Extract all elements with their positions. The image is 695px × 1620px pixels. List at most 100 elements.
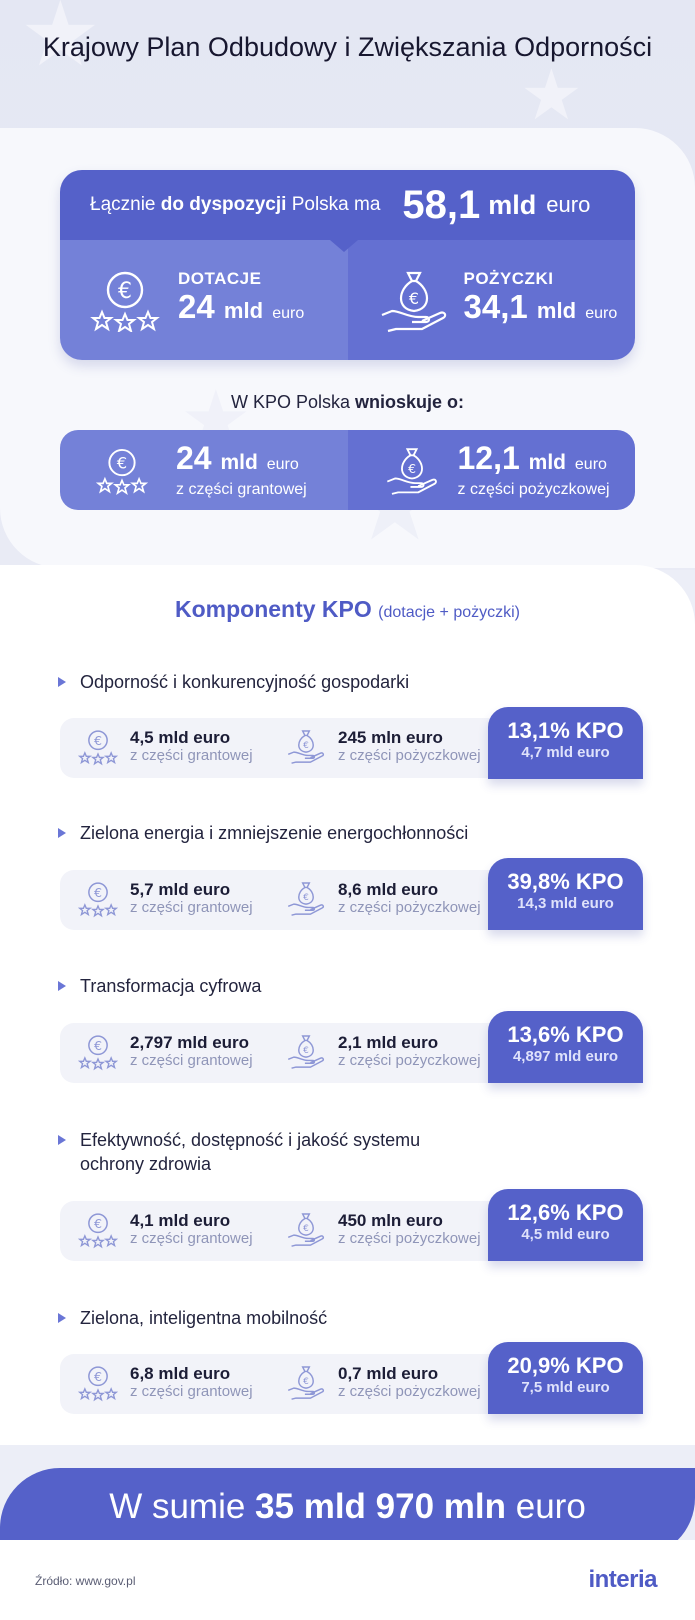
- request-loan-number: 12,1: [457, 439, 520, 476]
- svg-text:€: €: [117, 454, 127, 473]
- bullet-triangle-icon: [58, 1313, 66, 1323]
- component-kpo-box: 20,9% KPO 7,5 mld euro: [488, 1342, 643, 1414]
- money-bag-hand-icon: €: [287, 1213, 325, 1247]
- component-loan-value: 245 mln euro: [338, 728, 443, 747]
- component-loan-value: 450 mln euro: [338, 1211, 443, 1230]
- component-grant: € 2,797 mld euro z części grantowej: [78, 1031, 253, 1071]
- total-mld: mld: [488, 189, 537, 220]
- total-unit: euro: [546, 192, 591, 217]
- grants-mld: mld: [223, 297, 264, 323]
- total-funds-panel: Łącznie do dyspozycji Polska ma 58,1 mld…: [60, 170, 635, 360]
- money-bag-hand-icon: €: [287, 1035, 325, 1069]
- svg-text:€: €: [408, 289, 418, 308]
- component-name: Transformacja cyfrowa: [80, 976, 262, 996]
- svg-text:€: €: [118, 279, 132, 304]
- component-grant-sub: z części grantowej: [130, 1383, 253, 1400]
- money-bag-hand-icon: €: [287, 1366, 325, 1400]
- component-name: Efektywność, dostępność i jakość systemu…: [80, 1128, 420, 1176]
- component-strip: [60, 870, 490, 930]
- euro-coin-stars-icon: €: [78, 1035, 118, 1071]
- sum-pre: W sumie: [109, 1487, 246, 1526]
- svg-text:€: €: [303, 1046, 309, 1056]
- star-decoration: ★: [20, 0, 101, 85]
- component-name: Odporność i konkurencyjność gospodarki: [80, 672, 410, 692]
- loans-unit: euro: [585, 304, 618, 322]
- component-loan-sub: z części pożyczkowej: [338, 899, 481, 916]
- euro-coin-stars-icon: €: [96, 448, 148, 495]
- request-grant-mld: mld: [220, 450, 258, 474]
- component-strip: [60, 1354, 490, 1414]
- loans-number: 34,1: [463, 287, 528, 325]
- svg-text:€: €: [408, 462, 416, 476]
- component-loan: € 2,1 mld euro z części pożyczkowej: [286, 1031, 481, 1071]
- request-loan: € 12,1 mld euro z części pożyczkowej: [347, 430, 635, 510]
- request-panel: € 24 mld euro z części grantowej € 12,1 …: [60, 430, 635, 510]
- money-bag-hand-icon: €: [381, 271, 446, 333]
- component-grant-value: 4,5 mld euro: [130, 728, 231, 747]
- sum-post: euro: [515, 1487, 586, 1526]
- component-kpo-percent: 39,8% KPO: [507, 869, 624, 894]
- loans-mld: mld: [536, 297, 577, 323]
- component-loan: € 8,6 mld euro z części pożyczkowej: [286, 878, 481, 918]
- component-loan-value: 8,6 mld euro: [338, 880, 439, 899]
- total-lead-post: Polska ma: [291, 194, 381, 215]
- request-loan-unit: euro: [574, 455, 607, 473]
- component-kpo-percent: 12,6% KPO: [507, 1200, 624, 1225]
- euro-coin-stars-icon: €: [78, 1366, 118, 1402]
- money-bag-hand-icon: €: [386, 448, 437, 495]
- total-funds-header: Łącznie do dyspozycji Polska ma 58,1 mld…: [60, 170, 635, 252]
- request-loan-mld: mld: [528, 450, 567, 474]
- component-kpo-percent: 20,9% KPO: [507, 1353, 624, 1378]
- component-loan: € 245 mln euro z części pożyczkowej: [286, 726, 481, 766]
- component-kpo-box: 13,6% KPO 4,897 mld euro: [488, 1011, 643, 1083]
- component-grant-sub: z części grantowej: [130, 1052, 253, 1069]
- components-title-main: Komponenty KPO: [174, 596, 372, 622]
- component-loan-sub: z części pożyczkowej: [338, 747, 481, 764]
- request-grant-number: 24: [176, 439, 212, 476]
- component-grant: € 4,5 mld euro z części grantowej: [78, 726, 253, 766]
- component-grant-sub: z części grantowej: [130, 747, 253, 764]
- loans-caption: POŻYCZKI: [463, 268, 554, 288]
- component-kpo-box: 39,8% KPO 14,3 mld euro: [488, 858, 643, 930]
- euro-coin-stars-icon: €: [78, 882, 118, 918]
- total-lead-bold: do dyspozycji: [160, 194, 287, 215]
- component-strip: [60, 718, 490, 778]
- component-kpo-amount: 4,7 mld euro: [521, 744, 610, 761]
- component-kpo-amount: 14,3 mld euro: [517, 895, 614, 912]
- svg-text:€: €: [94, 885, 102, 900]
- component-grant-value: 5,7 mld euro: [130, 880, 231, 899]
- svg-text:€: €: [94, 1038, 102, 1053]
- euro-coin-stars-icon: €: [78, 1213, 118, 1249]
- euro-coin-stars-icon: €: [78, 730, 118, 766]
- svg-text:€: €: [303, 1377, 309, 1387]
- bullet-triangle-icon: [58, 1135, 66, 1145]
- grants-unit: euro: [272, 304, 305, 322]
- component-grant-value: 6,8 mld euro: [130, 1364, 231, 1383]
- component-grant: € 5,7 mld euro z części grantowej: [78, 878, 253, 918]
- component-name-line2: ochrony zdrowia: [80, 1154, 212, 1174]
- component-loan-value: 0,7 mld euro: [338, 1364, 439, 1383]
- component-loan-sub: z części pożyczkowej: [338, 1383, 481, 1400]
- component-kpo-percent: 13,1% KPO: [507, 718, 624, 743]
- component-strip: [60, 1023, 490, 1083]
- money-bag-hand-icon: €: [287, 882, 325, 916]
- component-name: Zielona, inteligentna mobilność: [80, 1308, 328, 1328]
- component-name-line1: Efektywność, dostępność i jakość systemu: [80, 1130, 421, 1150]
- svg-text:€: €: [94, 1216, 102, 1231]
- component-name: Zielona energia i zmniejszenie energochł…: [80, 823, 469, 843]
- request-bold: wnioskuje o:: [355, 392, 465, 412]
- bullet-triangle-icon: [58, 981, 66, 991]
- component-kpo-box: 13,1% KPO 4,7 mld euro: [488, 707, 643, 779]
- loans-panel: € POŻYCZKI 34,1 mld euro: [347, 240, 635, 360]
- star-decoration: ★: [520, 56, 583, 134]
- component-kpo-percent: 13,6% KPO: [507, 1022, 624, 1047]
- notch-pointer: [330, 240, 358, 252]
- components-title-sub: (dotacje + pożyczki): [378, 604, 520, 621]
- component-kpo-amount: 4,897 mld euro: [512, 1048, 619, 1065]
- component-loan-value: 2,1 mld euro: [338, 1033, 439, 1052]
- euro-coin-stars-icon: €: [90, 271, 160, 332]
- request-loan-sub: z części pożyczkowej: [457, 480, 610, 498]
- component-loan: € 450 mln euro z części pożyczkowej: [286, 1209, 481, 1249]
- total-number: 58,1: [402, 182, 481, 227]
- component-loan-sub: z części pożyczkowej: [338, 1052, 481, 1069]
